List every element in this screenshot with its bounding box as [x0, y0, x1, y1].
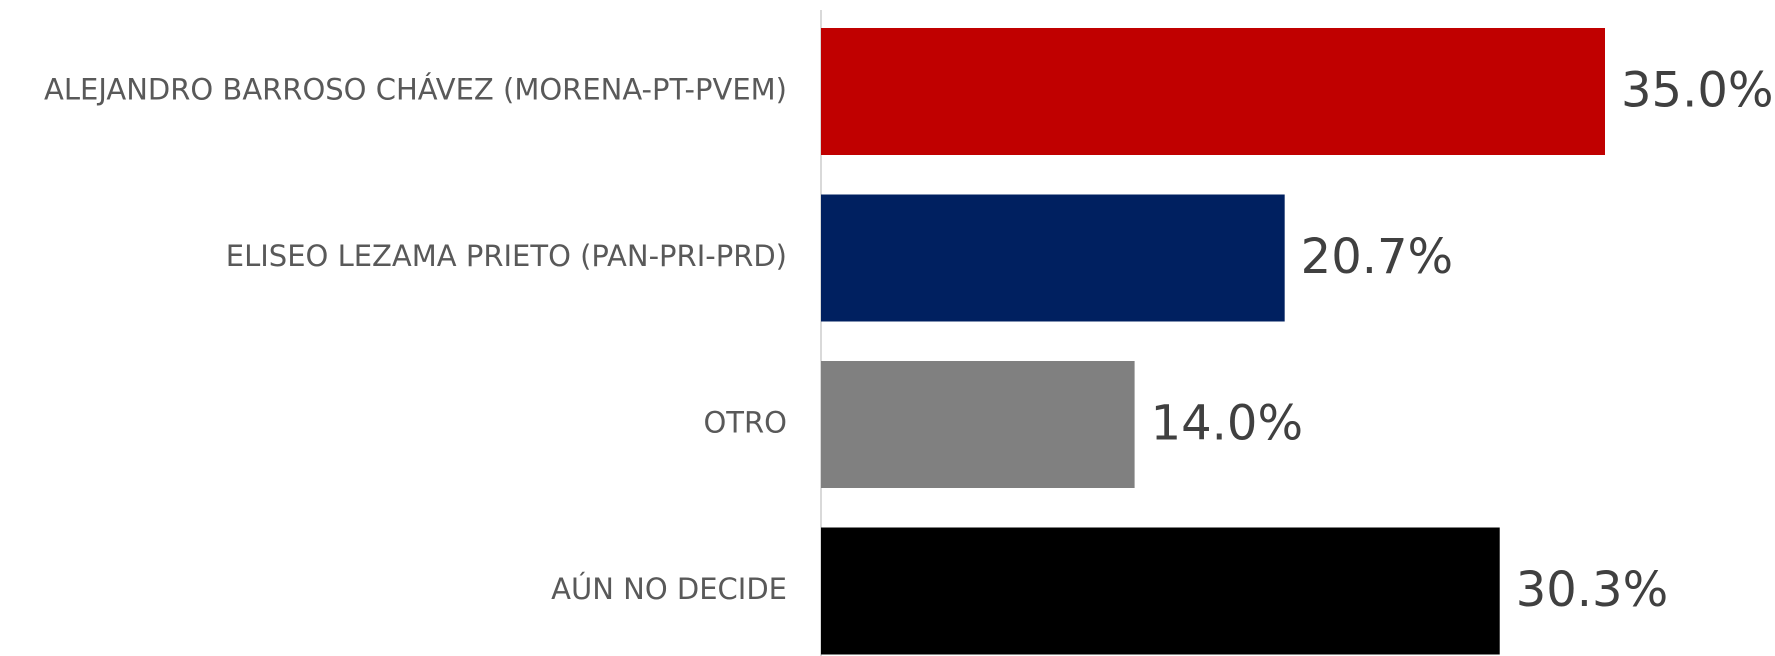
category-label: ALEJANDRO BARROSO CHÁVEZ (MORENA-PT-PVEM…	[44, 73, 787, 107]
category-label: ELISEO LEZAMA PRIETO (PAN-PRI-PRD)	[226, 239, 787, 273]
value-label: 14.0%	[1151, 396, 1303, 452]
value-label: 20.7%	[1301, 229, 1453, 285]
bar	[821, 361, 1135, 488]
bar	[821, 28, 1605, 155]
value-label: 35.0%	[1621, 63, 1773, 119]
category-label: AÚN NO DECIDE	[551, 572, 787, 606]
bar	[821, 194, 1285, 322]
value-label: 30.3%	[1516, 562, 1668, 618]
bar	[821, 527, 1500, 655]
category-label: OTRO	[703, 406, 787, 440]
